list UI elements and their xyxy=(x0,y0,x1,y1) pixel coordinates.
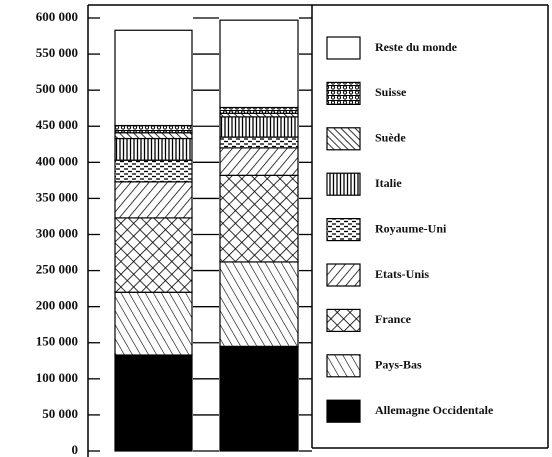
y-tick-label: 600 000 xyxy=(36,9,78,24)
bar-segment xyxy=(114,132,193,140)
bar-segment xyxy=(114,354,193,452)
y-tick-label: 300 000 xyxy=(36,225,78,240)
legend-swatch xyxy=(326,399,361,423)
bar-segment xyxy=(219,19,299,109)
bar-segment xyxy=(114,181,193,219)
legend-swatch xyxy=(326,218,361,242)
y-tick-label: 0 xyxy=(72,442,79,457)
legend-swatch xyxy=(326,263,361,287)
bar-segment xyxy=(219,345,299,452)
bar-segment xyxy=(219,116,299,138)
legend-label: Royaume-Uni xyxy=(375,221,447,235)
y-tick-label: 150 000 xyxy=(36,334,78,349)
bar-segment xyxy=(219,136,299,149)
legend-swatch xyxy=(326,308,361,332)
legend-label: Italie xyxy=(375,176,402,190)
legend-label: Etats-Unis xyxy=(375,267,429,281)
legend-swatch xyxy=(326,354,361,378)
legend-swatch xyxy=(326,172,361,196)
legend-label: France xyxy=(375,312,412,326)
bar-segment xyxy=(114,217,193,293)
y-tick-label: 500 000 xyxy=(36,81,78,96)
bar-segment xyxy=(219,106,299,114)
bar-segment xyxy=(114,159,193,183)
bar-segment xyxy=(219,261,299,347)
y-tick-label: 100 000 xyxy=(36,370,78,385)
y-tick-label: 350 000 xyxy=(36,189,78,204)
legend-label: Suède xyxy=(375,131,406,145)
plot-frame xyxy=(87,4,549,457)
y-tick-label: 450 000 xyxy=(36,117,78,132)
legend-label: Pays-Bas xyxy=(375,358,422,372)
bar-segment xyxy=(114,124,193,134)
y-tick-label: 250 000 xyxy=(36,262,78,277)
legend-swatch xyxy=(326,81,361,106)
legend-swatch xyxy=(326,127,361,151)
legend-label: Suisse xyxy=(375,85,407,99)
bar-segment xyxy=(219,174,299,263)
legend-label: Reste du monde xyxy=(375,40,458,54)
bar-segment xyxy=(219,147,299,176)
y-tick-label: 200 000 xyxy=(36,298,78,313)
y-tick-label: 550 000 xyxy=(36,45,78,60)
y-tick-label: 50 000 xyxy=(42,406,78,421)
bar-segment xyxy=(114,137,193,161)
y-tick-label: 400 000 xyxy=(36,153,78,168)
legend-label: Allemagne Occidentale xyxy=(375,403,494,417)
legend-swatch xyxy=(326,36,361,60)
bar-segment xyxy=(114,291,193,356)
bar-segment xyxy=(114,29,193,127)
